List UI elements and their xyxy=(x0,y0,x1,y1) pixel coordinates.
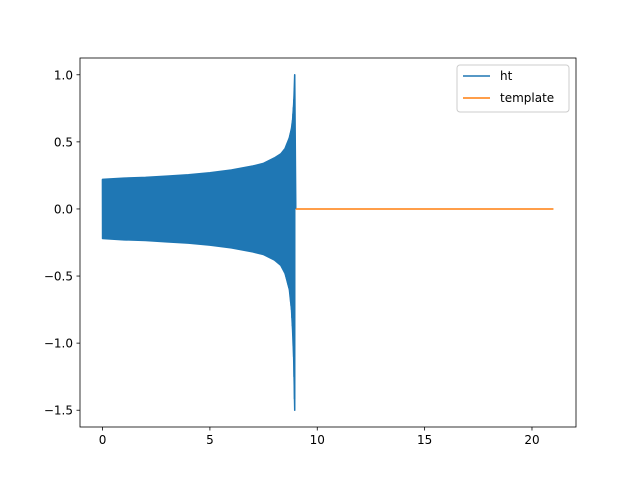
y-tick-label: 0.0 xyxy=(54,202,73,216)
x-tick-label: 20 xyxy=(524,433,539,447)
x-axis: 0 5 10 15 20 xyxy=(99,427,540,447)
legend-label-template: template xyxy=(500,91,554,105)
y-tick-label: −0.5 xyxy=(44,270,73,284)
x-tick-label: 0 xyxy=(99,433,107,447)
series-layer xyxy=(101,74,554,411)
x-tick-label: 15 xyxy=(417,433,432,447)
y-tick-label: −1.0 xyxy=(44,337,73,351)
plot-area xyxy=(80,58,576,427)
y-tick-label: −1.5 xyxy=(44,404,73,418)
legend: ht template xyxy=(456,64,570,113)
x-tick-label: 10 xyxy=(310,433,325,447)
plot-frame xyxy=(79,57,577,428)
y-tick-label: 0.5 xyxy=(54,135,73,149)
series-ht-line xyxy=(101,74,297,400)
x-tick-label: 5 xyxy=(206,433,214,447)
y-tick-label: 1.0 xyxy=(54,68,73,82)
legend-label-ht: ht xyxy=(500,69,513,83)
y-axis: 1.0 0.5 0.0 −0.5 −1.0 −1.5 xyxy=(44,68,80,418)
